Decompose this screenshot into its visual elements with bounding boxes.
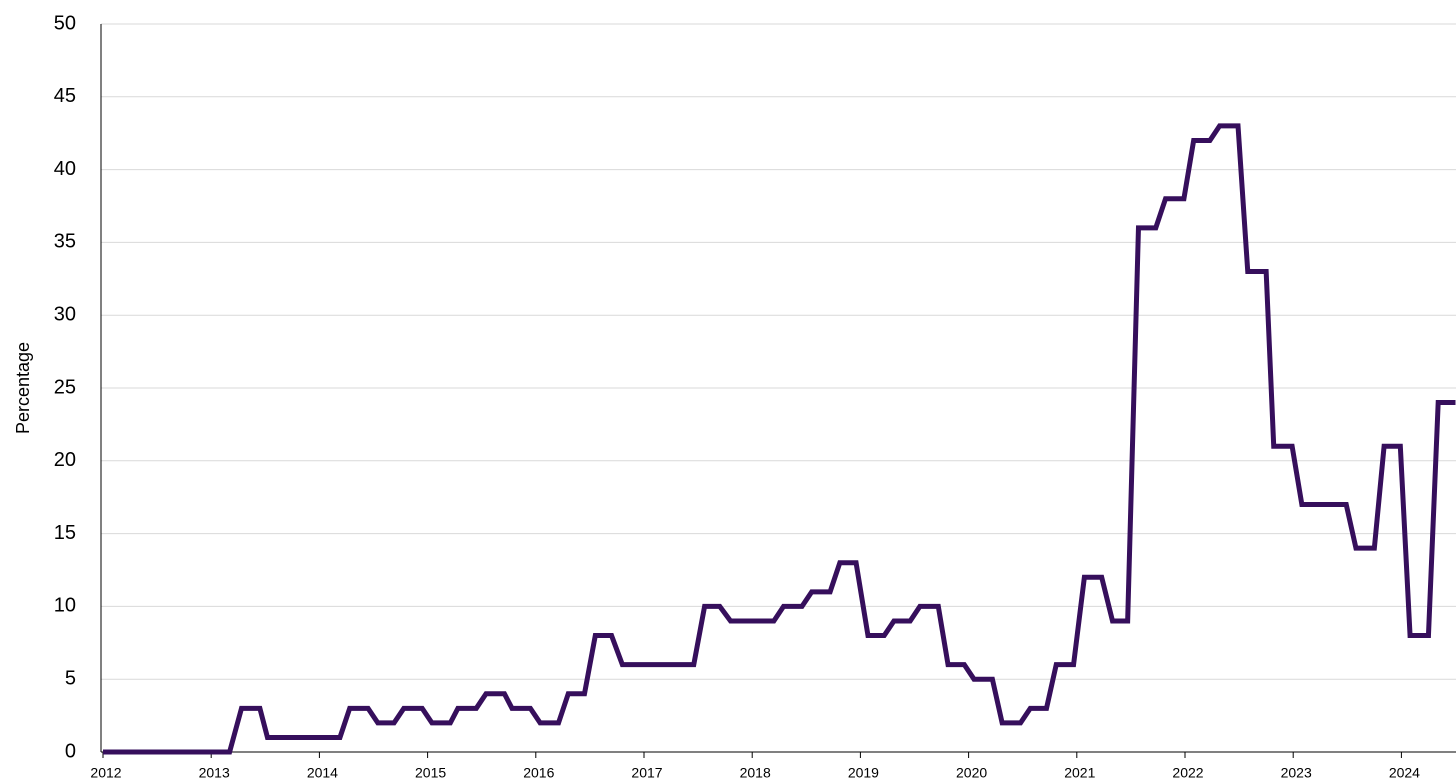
x-tick-label: 2019: [848, 765, 879, 781]
x-tick-label: 2015: [415, 765, 446, 781]
y-tick-label: 45: [54, 85, 76, 107]
x-tick-label: 2014: [307, 765, 338, 781]
y-tick-label: 35: [54, 231, 76, 253]
x-tick-label: 2017: [631, 765, 662, 781]
x-tick-label: 2024: [1389, 765, 1420, 781]
x-tick-label: 2022: [1172, 765, 1203, 781]
y-tick-label: 0: [65, 740, 76, 762]
y-axis-label: Percentage: [13, 342, 33, 434]
y-tick-label: 25: [54, 376, 76, 398]
data-line: [103, 123, 1456, 755]
x-tick-label: 2018: [740, 765, 771, 781]
x-tick-label: 2016: [523, 765, 554, 781]
x-tick-label: 2012: [90, 765, 121, 781]
y-tick-label: 40: [54, 158, 76, 180]
x-tick-label: 2013: [199, 765, 230, 781]
x-tick-label: 2021: [1064, 765, 1095, 781]
y-tick-label: 50: [54, 12, 76, 34]
x-tick-label: 2020: [956, 765, 987, 781]
y-tick-label: 30: [54, 303, 76, 325]
y-tick-label: 10: [54, 595, 76, 617]
y-tick-label: 5: [65, 667, 76, 689]
y-tick-label: 20: [54, 449, 76, 471]
y-tick-label: 15: [54, 522, 76, 544]
x-tick-label: 2023: [1281, 765, 1312, 781]
